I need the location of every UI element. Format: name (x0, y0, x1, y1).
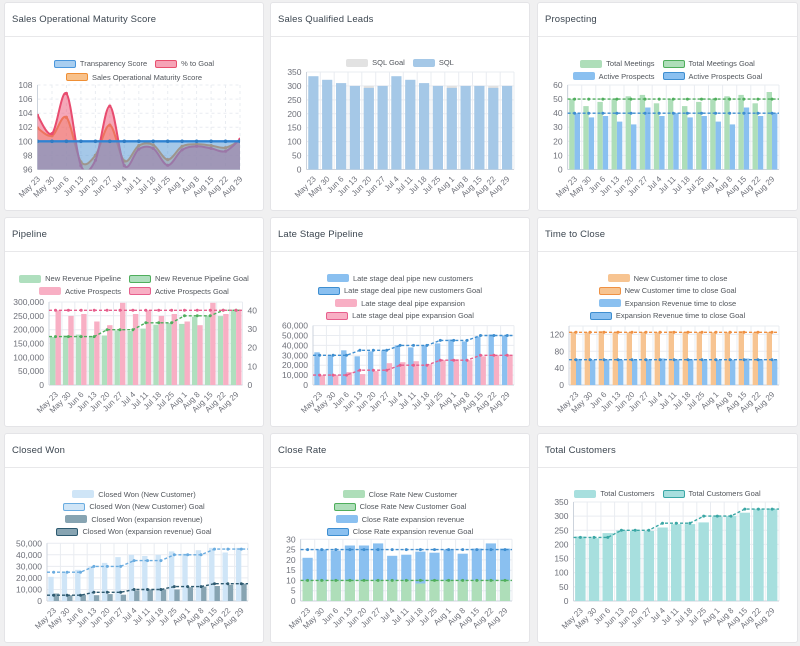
svg-text:20: 20 (248, 343, 258, 353)
svg-text:100: 100 (18, 136, 32, 146)
svg-text:10,000: 10,000 (16, 585, 42, 595)
svg-text:20: 20 (553, 136, 563, 146)
svg-text:10: 10 (248, 361, 258, 371)
svg-text:0: 0 (37, 596, 42, 606)
svg-text:30: 30 (286, 534, 296, 544)
svg-text:102: 102 (18, 122, 32, 132)
svg-text:40,000: 40,000 (16, 550, 42, 560)
svg-text:0: 0 (559, 380, 564, 390)
svg-text:15: 15 (286, 565, 296, 575)
svg-text:10: 10 (553, 150, 563, 160)
svg-text:350: 350 (554, 497, 568, 507)
svg-text:40: 40 (553, 108, 563, 118)
svg-text:20,000: 20,000 (282, 360, 308, 370)
svg-text:50: 50 (292, 151, 302, 161)
svg-text:100,000: 100,000 (13, 352, 44, 362)
svg-text:100: 100 (554, 568, 568, 578)
svg-text:250,000: 250,000 (13, 311, 44, 321)
svg-text:96: 96 (23, 165, 33, 175)
svg-text:40,000: 40,000 (282, 340, 308, 350)
svg-text:0: 0 (564, 596, 569, 606)
svg-text:104: 104 (18, 108, 32, 118)
svg-text:20,000: 20,000 (16, 573, 42, 583)
svg-text:30,000: 30,000 (16, 561, 42, 571)
svg-text:300,000: 300,000 (13, 297, 44, 307)
svg-text:80: 80 (555, 346, 565, 356)
svg-text:30,000: 30,000 (282, 350, 308, 360)
svg-text:108: 108 (18, 80, 32, 90)
svg-text:106: 106 (18, 94, 32, 104)
svg-text:0: 0 (248, 380, 253, 390)
svg-text:50: 50 (559, 582, 569, 592)
svg-text:30: 30 (248, 324, 258, 334)
svg-text:50: 50 (553, 94, 563, 104)
svg-text:0: 0 (297, 165, 302, 175)
svg-text:120: 120 (550, 329, 564, 339)
svg-text:50,000: 50,000 (16, 538, 42, 548)
svg-text:300: 300 (554, 511, 568, 521)
svg-text:250: 250 (287, 95, 301, 105)
svg-text:100: 100 (287, 137, 301, 147)
svg-text:350: 350 (287, 67, 301, 77)
svg-text:250: 250 (554, 525, 568, 535)
svg-text:60: 60 (553, 80, 563, 90)
svg-text:50,000: 50,000 (282, 331, 308, 341)
svg-text:0: 0 (291, 596, 296, 606)
svg-text:150,000: 150,000 (13, 339, 44, 349)
svg-text:150: 150 (554, 554, 568, 564)
svg-text:150: 150 (287, 123, 301, 133)
svg-text:60,000: 60,000 (282, 321, 308, 331)
svg-text:25: 25 (286, 545, 296, 555)
svg-text:40: 40 (248, 305, 258, 315)
svg-text:20: 20 (286, 555, 296, 565)
svg-text:300: 300 (287, 81, 301, 91)
svg-text:0: 0 (303, 380, 308, 390)
svg-text:200,000: 200,000 (13, 325, 44, 335)
svg-text:5: 5 (291, 586, 296, 596)
svg-text:0: 0 (558, 165, 563, 175)
svg-text:10: 10 (286, 575, 296, 585)
svg-text:0: 0 (39, 380, 44, 390)
svg-text:30: 30 (553, 122, 563, 132)
svg-text:50,000: 50,000 (18, 366, 44, 376)
svg-text:40: 40 (555, 363, 565, 373)
svg-text:200: 200 (554, 539, 568, 549)
svg-text:98: 98 (23, 150, 33, 160)
svg-text:200: 200 (287, 109, 301, 119)
svg-text:10,000: 10,000 (282, 370, 308, 380)
